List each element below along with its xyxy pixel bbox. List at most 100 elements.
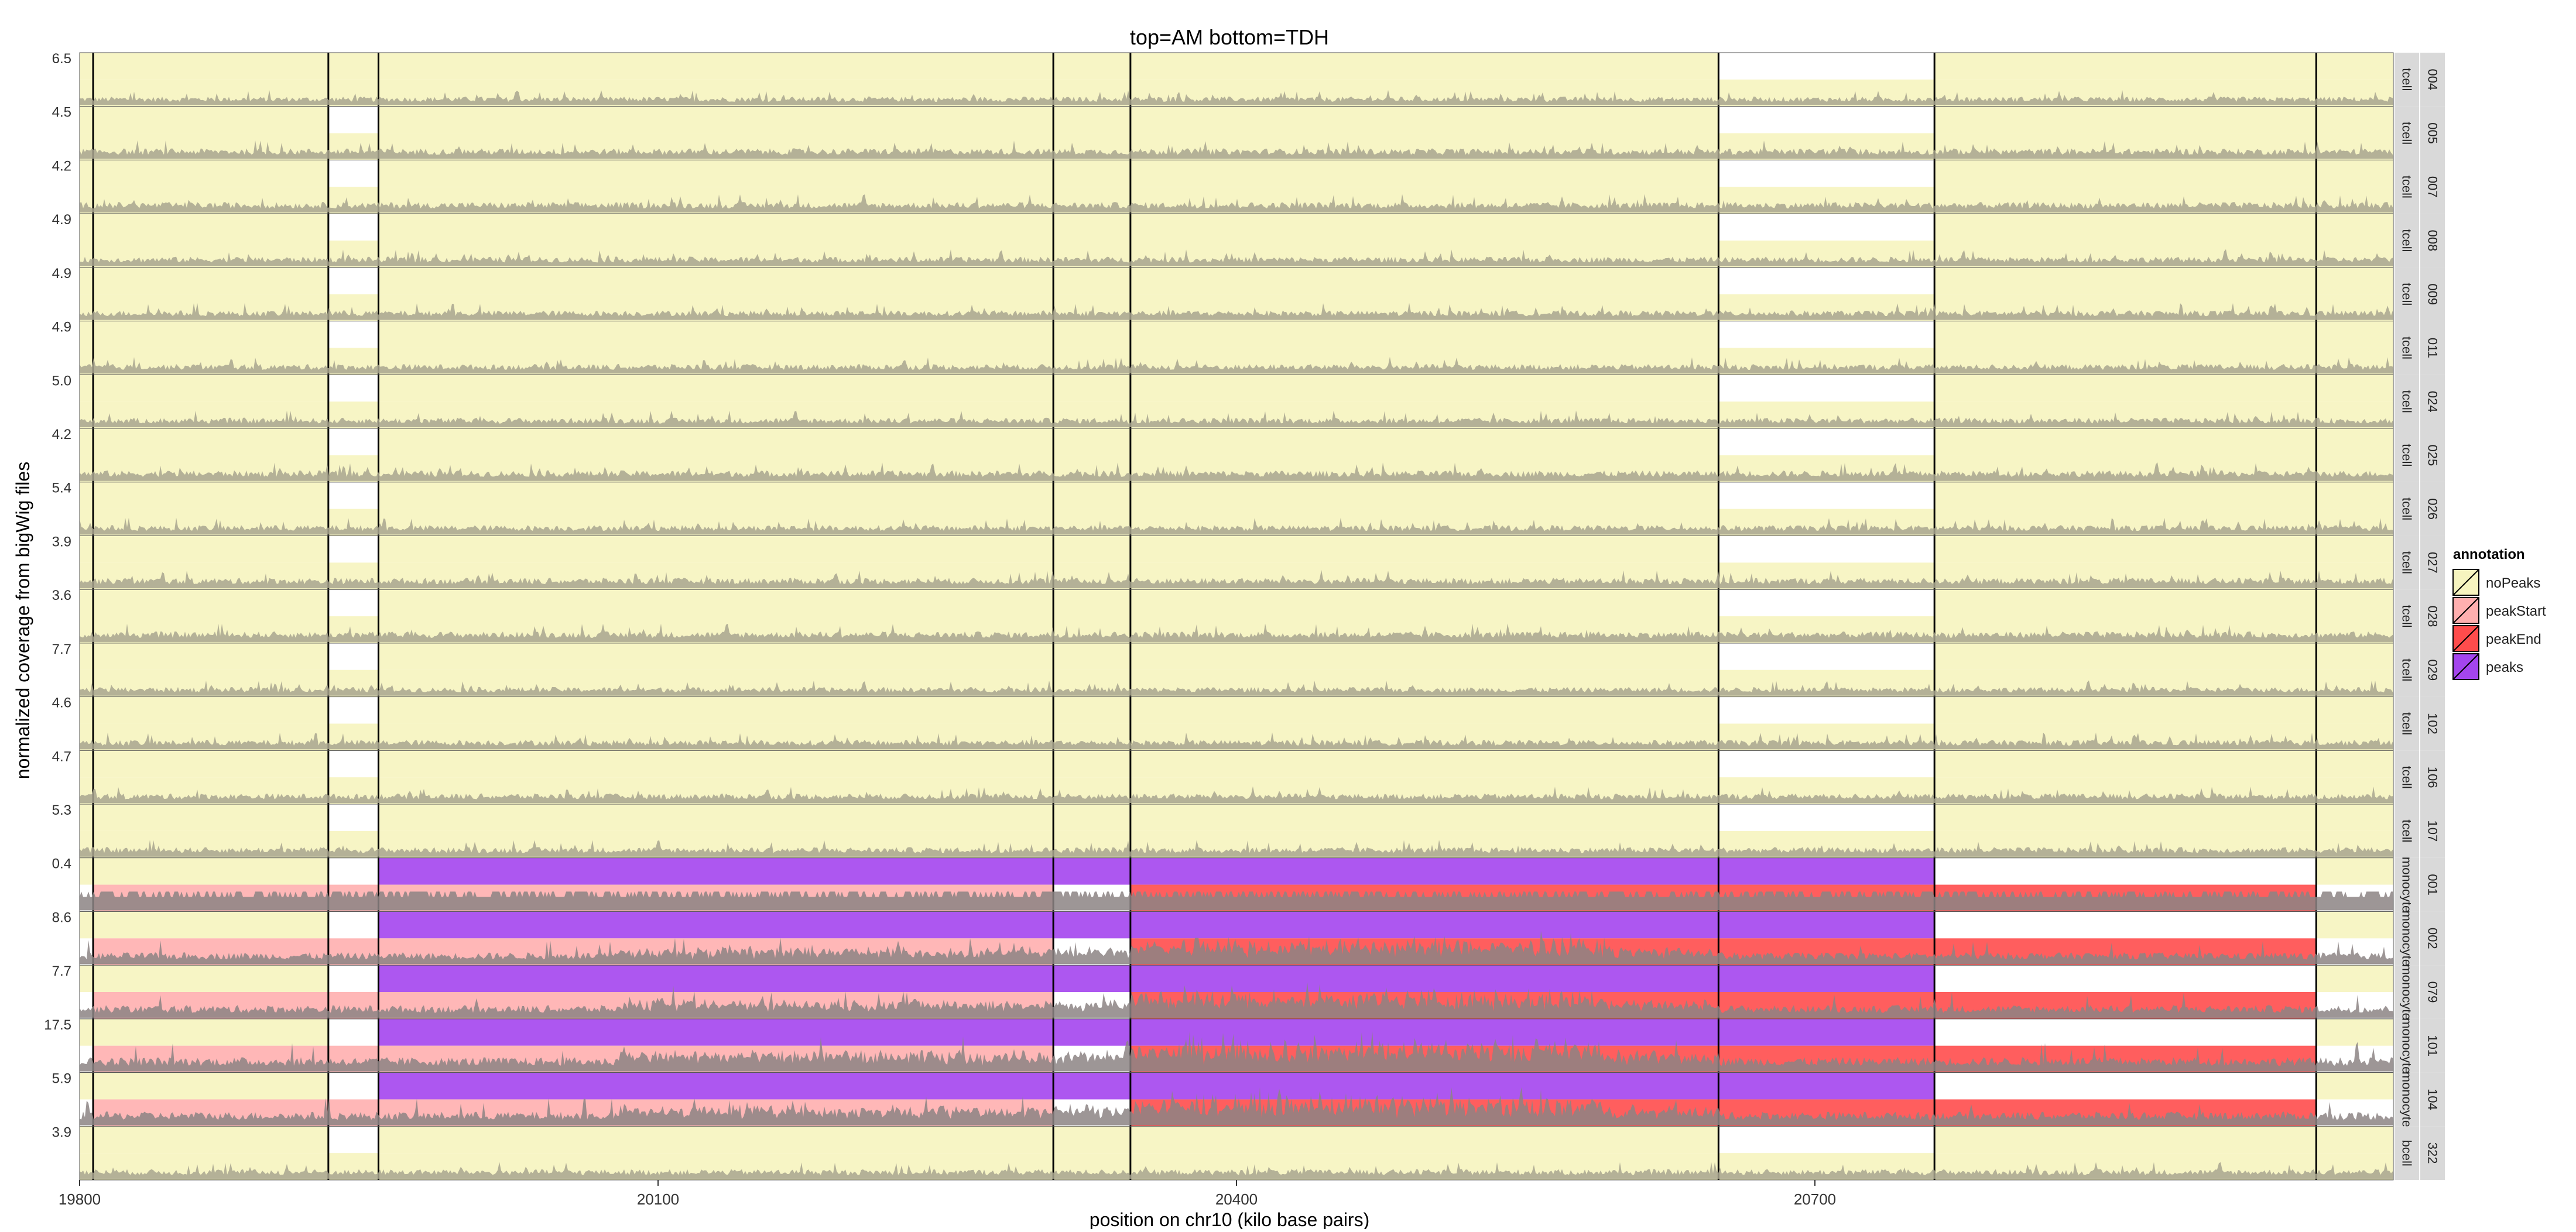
y-max-label: 0.4 [52,856,71,872]
panel-101: 17.5 monocyte 101 [44,1017,2445,1073]
region-noPeaks [378,482,1054,509]
sample-strip [2420,428,2445,482]
y-max-label: 4.5 [52,105,71,121]
region-noPeaks [1130,53,1719,80]
panel-029: 7.7 tcell 029 [52,641,2445,698]
y-max-label: 4.7 [52,749,71,764]
x-axis-label: position on chr10 (kilo base pairs) [1090,1209,1369,1229]
coverage-trace [80,356,2393,374]
region-noPeaks [93,267,328,294]
region-peaks [1718,965,1935,992]
region-noPeaks [93,643,328,670]
y-max-label: 7.7 [52,641,71,657]
panel-107: 5.3 tcell 107 [52,802,2445,859]
sample-strip [2420,321,2445,375]
region-noPeaks [1934,1126,2317,1154]
coverage-trace [80,680,2393,696]
sample-strip [2420,160,2445,214]
region-noPeaks [378,321,1054,348]
cell-type-label: monocyte [2400,1072,2414,1127]
region-noPeaks [93,965,328,992]
legend-title: annotation [2453,547,2525,562]
region-noPeaks [1053,321,1131,348]
sample-strip [2420,1126,2445,1180]
region-noPeaks [2316,696,2393,724]
cell-type-strip [2395,857,2419,912]
region-peaks [1053,857,1131,885]
sample-label: 106 [2426,767,2440,788]
cell-type-label: tcell [2400,176,2414,198]
y-max-label: 4.2 [52,427,71,442]
region-noPeaks [378,106,1054,133]
region-noPeaks [2316,1072,2393,1100]
cell-type-strip [2395,911,2419,966]
region-noPeaks [80,696,94,724]
legend-label-peakStart: peakStart [2486,603,2546,619]
region-peaks [378,1018,1054,1046]
region-noPeaks [2316,804,2393,831]
region-noPeaks [2316,267,2393,294]
cell-type-label: tcell [2400,390,2414,413]
cell-type-label: monocyte [2400,1018,2414,1073]
region-noPeaks [378,428,1054,455]
region-noPeaks [2316,321,2393,348]
panel-322: 3.9 bcell 322 [52,1124,2445,1180]
region-noPeaks [1053,53,1131,80]
region-noPeaks [80,589,94,616]
region-noPeaks [93,1018,328,1046]
sample-strip [2420,1072,2445,1127]
cell-type-strip [2395,106,2419,160]
sample-label: 026 [2426,498,2440,520]
region-noPeaks [1130,106,1719,133]
region-noPeaks [1934,428,2317,455]
y-max-label: 4.2 [52,158,71,174]
region-noPeaks [1053,428,1131,455]
region-noPeaks [1053,482,1131,509]
coverage-trace [80,517,2393,535]
legend-label-peaks: peaks [2486,660,2523,675]
y-max-label: 3.9 [52,1124,71,1140]
region-noPeaks [1130,696,1719,724]
sample-strip [2420,589,2445,643]
region-noPeaks [1053,589,1131,616]
region-noPeaks [80,911,94,939]
y-max-label: 3.6 [52,588,71,603]
sample-label: 322 [2426,1142,2440,1164]
region-noPeaks [2316,214,2393,241]
cell-type-label: tcell [2400,444,2414,466]
cell-type-label: tcell [2400,766,2414,789]
region-noPeaks [93,750,328,778]
cell-type-strip [2395,1072,2419,1127]
region-noPeaks [1053,106,1131,133]
y-max-label: 5.0 [52,373,71,389]
panel-106: 4.7 tcell 106 [52,749,2445,805]
legend-swatch-slash [2452,625,2479,652]
region-noPeaks [2316,428,2393,455]
y-max-label: 5.3 [52,802,71,818]
cell-type-label: tcell [2400,337,2414,359]
sample-label: 079 [2426,982,2440,1003]
coverage-trace [80,732,2393,750]
sample-label: 002 [2426,928,2440,949]
region-noPeaks [328,53,379,80]
region-noPeaks [378,375,1054,402]
region-peaks [378,911,1054,939]
region-noPeaks [1130,214,1719,241]
cell-type-label: monocyte [2400,911,2414,966]
region-noPeaks [1934,106,2317,133]
region-noPeaks [1053,643,1131,670]
region-noPeaks [1053,267,1131,294]
y-axis-label: normalized coverage from bigWig files [12,462,33,779]
x-tick-label: 20400 [1215,1190,1258,1208]
region-noPeaks [80,536,94,563]
region-peaks [1053,1072,1131,1100]
region-peaks [1130,1018,1719,1046]
panel-007: 4.2 tcell 007 [52,158,2445,214]
region-noPeaks [1053,375,1131,402]
region-noPeaks [378,804,1054,831]
panel-001: 0.4 monocyte 001 [52,856,2445,912]
cell-type-strip [2395,267,2419,321]
panel-102: 4.6 tcell 102 [52,695,2445,751]
axis-layer: 19800 20100 20400 20700 [59,1179,2393,1208]
coverage-trace [80,623,2393,642]
